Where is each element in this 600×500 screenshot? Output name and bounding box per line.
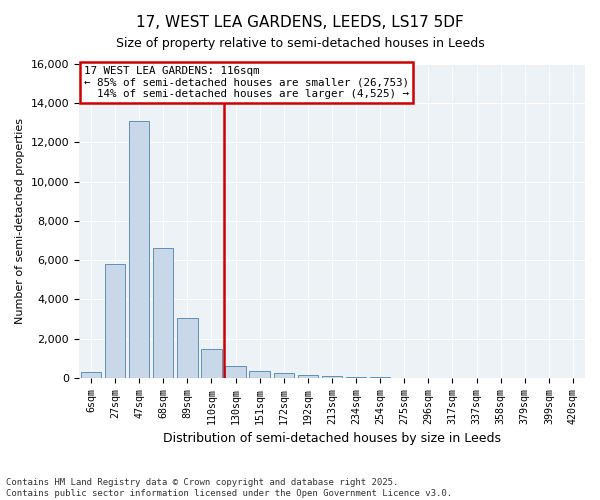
Text: Size of property relative to semi-detached houses in Leeds: Size of property relative to semi-detach… bbox=[116, 38, 484, 51]
Bar bbox=[346, 377, 366, 378]
Bar bbox=[105, 264, 125, 378]
Bar bbox=[322, 376, 342, 378]
Bar bbox=[177, 318, 197, 378]
Text: 17 WEST LEA GARDENS: 116sqm
← 85% of semi-detached houses are smaller (26,753)
 : 17 WEST LEA GARDENS: 116sqm ← 85% of sem… bbox=[84, 66, 409, 99]
Bar bbox=[129, 121, 149, 378]
Bar bbox=[226, 366, 246, 378]
Text: Contains HM Land Registry data © Crown copyright and database right 2025.
Contai: Contains HM Land Registry data © Crown c… bbox=[6, 478, 452, 498]
Text: 17, WEST LEA GARDENS, LEEDS, LS17 5DF: 17, WEST LEA GARDENS, LEEDS, LS17 5DF bbox=[136, 15, 464, 30]
Bar bbox=[250, 372, 270, 378]
Bar bbox=[201, 348, 221, 378]
Bar bbox=[153, 248, 173, 378]
Bar bbox=[298, 376, 318, 378]
Bar bbox=[81, 372, 101, 378]
Y-axis label: Number of semi-detached properties: Number of semi-detached properties bbox=[15, 118, 25, 324]
X-axis label: Distribution of semi-detached houses by size in Leeds: Distribution of semi-detached houses by … bbox=[163, 432, 501, 445]
Bar bbox=[274, 373, 294, 378]
